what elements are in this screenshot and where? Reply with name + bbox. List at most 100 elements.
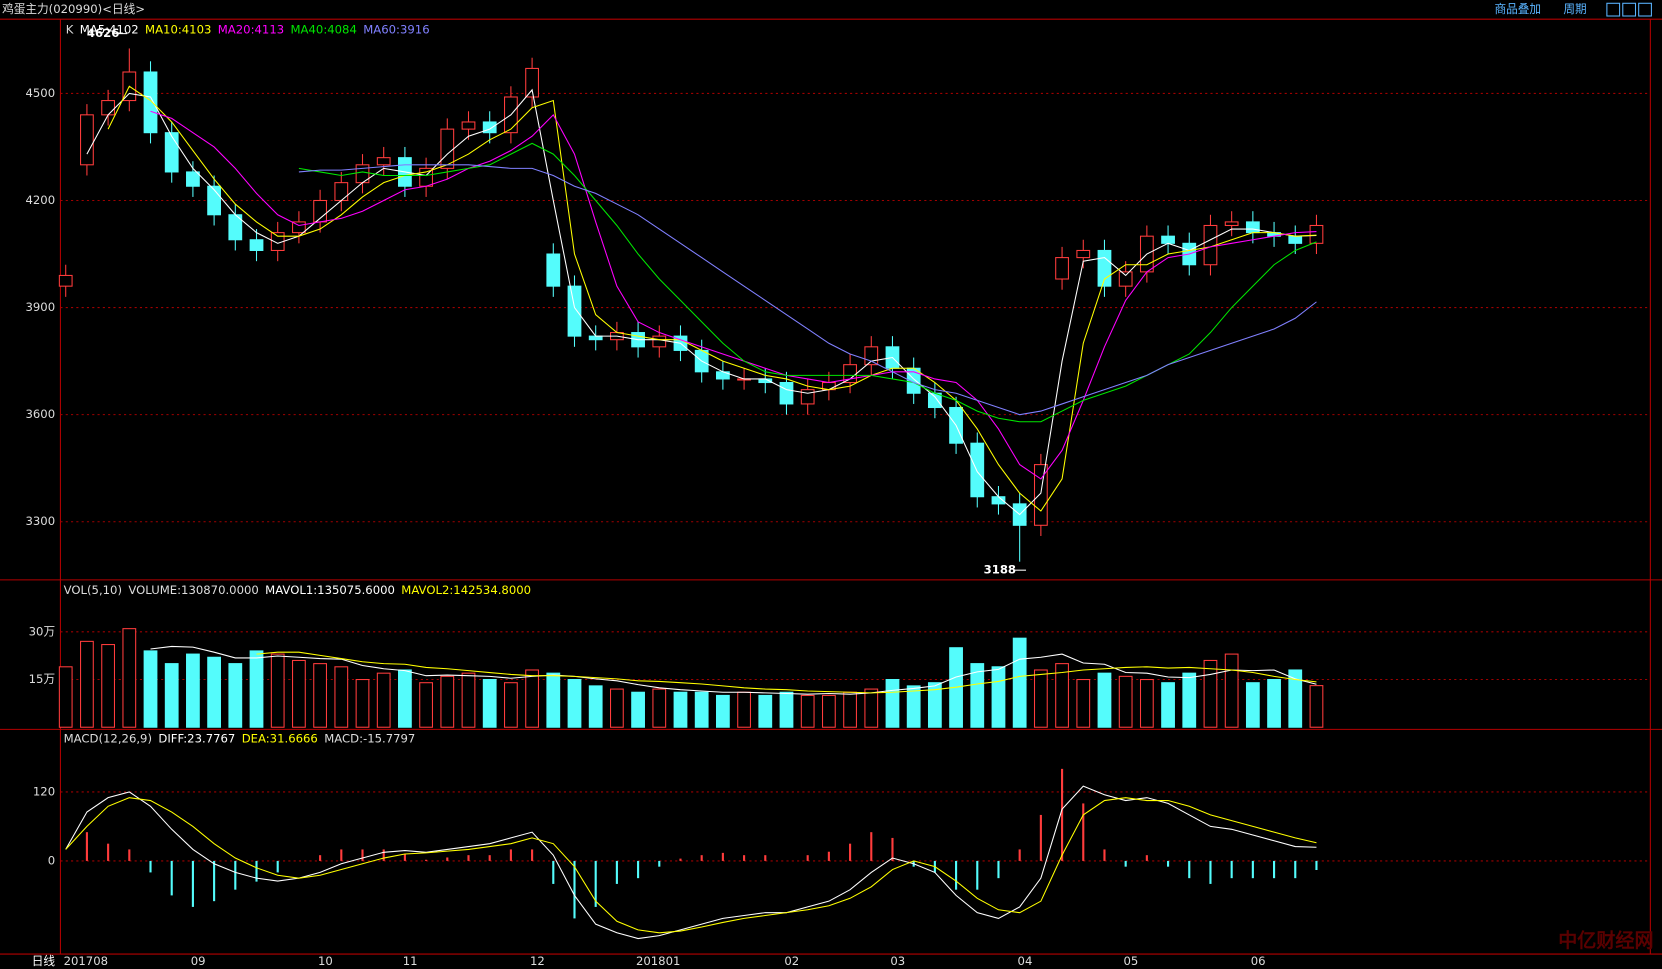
volume-bar [737,691,751,728]
volume-bar [546,672,561,728]
candle-body [1033,464,1048,526]
volume-bar [1012,637,1027,728]
indicator-label: VOLUME:130870.0000 [128,583,258,597]
high-annotation: 4626 [87,26,119,40]
volume-bar [461,672,476,728]
candle-body [1118,271,1133,287]
volume-bar [398,669,412,728]
candle-body [546,253,561,287]
nav-icon[interactable] [1622,2,1637,17]
volume-bar [1076,679,1091,728]
x-tick-label: 05 [1124,954,1139,968]
volume-bar [779,691,794,728]
volume-bar [1245,682,1260,728]
candle-body [588,335,603,341]
x-tick-label: 201801 [636,954,680,968]
y-tick-label: 3900 [25,300,55,314]
y-tick-label: 0 [48,853,55,867]
candle-body [101,100,116,116]
volume-bar [80,640,94,728]
volume-bar [906,685,921,728]
candle-body [58,274,73,287]
candle-body [525,67,539,98]
x-tick-label: 11 [403,954,418,968]
candle-body [143,71,158,134]
candle-body [1076,249,1091,259]
volume-bar [186,653,200,728]
x-tick-label: 02 [784,954,799,968]
indicator-label: DIFF:23.7767 [158,731,235,745]
indicator-label: MAVOL1:135075.6000 [265,583,395,597]
nav-icon[interactable] [1606,2,1621,17]
indicator-label: MACD(12,26,9) [64,731,152,745]
indicator-line [107,85,1317,512]
indicator-label: MA5:4102 [80,22,139,36]
candle-body [1288,235,1303,244]
overlay-button[interactable]: 商品叠加 [1495,2,1542,16]
y-tick-label: 4200 [25,193,55,207]
volume-bar [313,663,327,728]
candle-body [567,285,582,337]
x-tick-label: 12 [530,954,545,968]
indicator-line [256,651,1317,694]
period-label: 日线 [32,954,56,968]
nav-icon[interactable] [1638,2,1652,17]
watermark: 中亿财经网 [1558,929,1653,952]
candle-body [292,221,306,234]
volume-bar [610,688,624,728]
x-tick-label: 03 [890,954,905,968]
volume-bar [631,691,645,728]
candle-body [800,389,815,405]
volume-bar [228,663,243,728]
volume-bar [1097,672,1112,728]
volume-bar [864,688,879,728]
volume-bar [1055,663,1069,728]
volume-bar [355,679,370,728]
volume-bar [525,669,539,728]
volume-bar [821,694,836,728]
volume-bar [970,663,985,728]
indicator-label: MA10:4103 [145,22,211,36]
volume-bar [249,650,264,728]
volume-bar [758,694,773,728]
volume-bar [1118,675,1133,728]
volume-bar [1267,679,1281,728]
y-tick-label: 30万 [29,624,55,638]
indicator-line [86,88,1317,516]
volume-bar [270,653,285,728]
low-annotation: 3188 [984,563,1016,577]
volume-bar [334,666,349,728]
x-tick-label: 09 [191,954,206,968]
candle-body [1224,221,1239,227]
indicator-label: DEA:31.6666 [242,731,318,745]
indicator-label: MAVOL2:142534.8000 [401,583,531,597]
candle-body [249,239,264,251]
volume-bar [482,679,497,728]
candle-body [482,121,497,134]
volume-bar [1139,679,1154,728]
candle-body [461,121,476,130]
candle-body [164,132,179,173]
title-bar [0,0,1662,20]
candle-body [186,171,200,187]
volume-bar [991,666,1006,728]
period-button[interactable]: 周期 [1563,2,1586,16]
candle-body [970,442,985,498]
y-tick-label: 120 [33,784,55,798]
volume-bar [376,672,391,728]
volume-bar [1182,672,1197,728]
indicator-line [65,785,1317,940]
indicator-label: MA20:4113 [218,22,284,36]
candle-body [1055,257,1069,280]
candle-body [1161,235,1175,244]
volume-bar [1161,682,1175,728]
indicator-line [65,797,1317,934]
volume-bar [885,679,900,728]
x-tick-label: 201708 [64,954,108,968]
volume-bar [800,694,815,728]
indicator-line [150,110,1317,480]
candle-body [652,335,667,348]
candle-body [927,392,942,409]
